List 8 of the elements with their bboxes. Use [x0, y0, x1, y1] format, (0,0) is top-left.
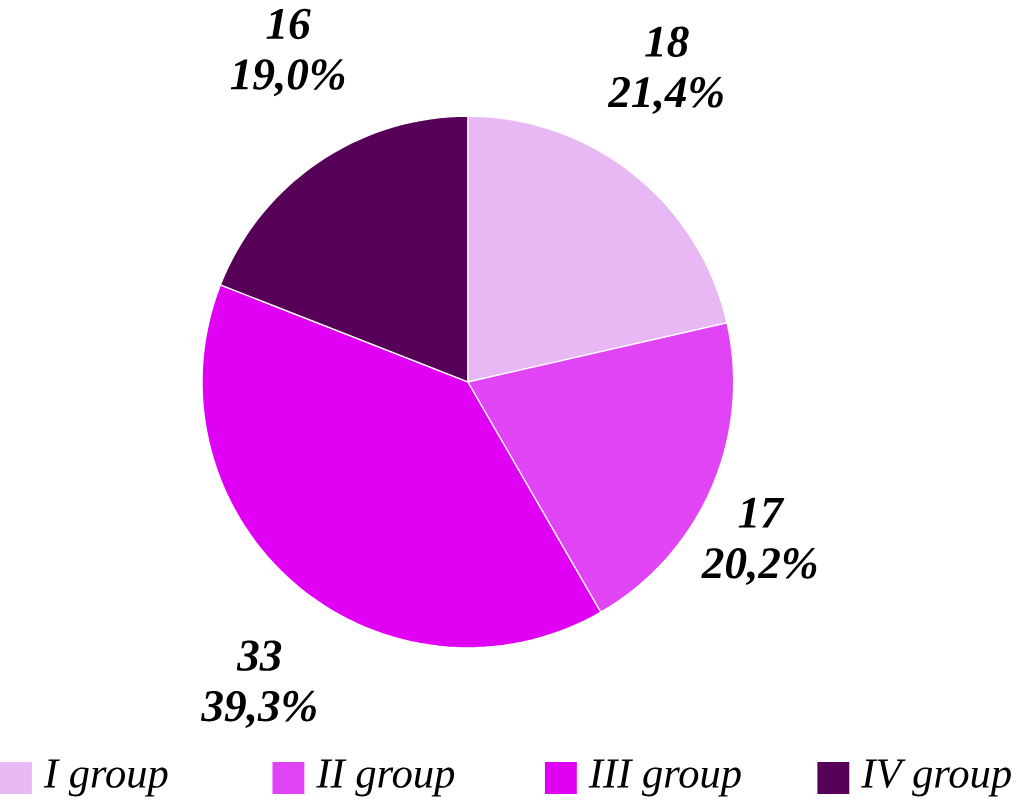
- data-label: 17 20,2%: [701, 497, 817, 585]
- data-label: 33 39,3%: [201, 640, 316, 728]
- legend-label: III group: [588, 759, 741, 797]
- legend-label: IV group: [861, 759, 1011, 797]
- legend-label: I group: [43, 759, 168, 797]
- legend-label: II group: [316, 759, 455, 797]
- data-label: 18 21,4%: [607, 26, 723, 114]
- data-label: 16 19,0%: [230, 8, 345, 97]
